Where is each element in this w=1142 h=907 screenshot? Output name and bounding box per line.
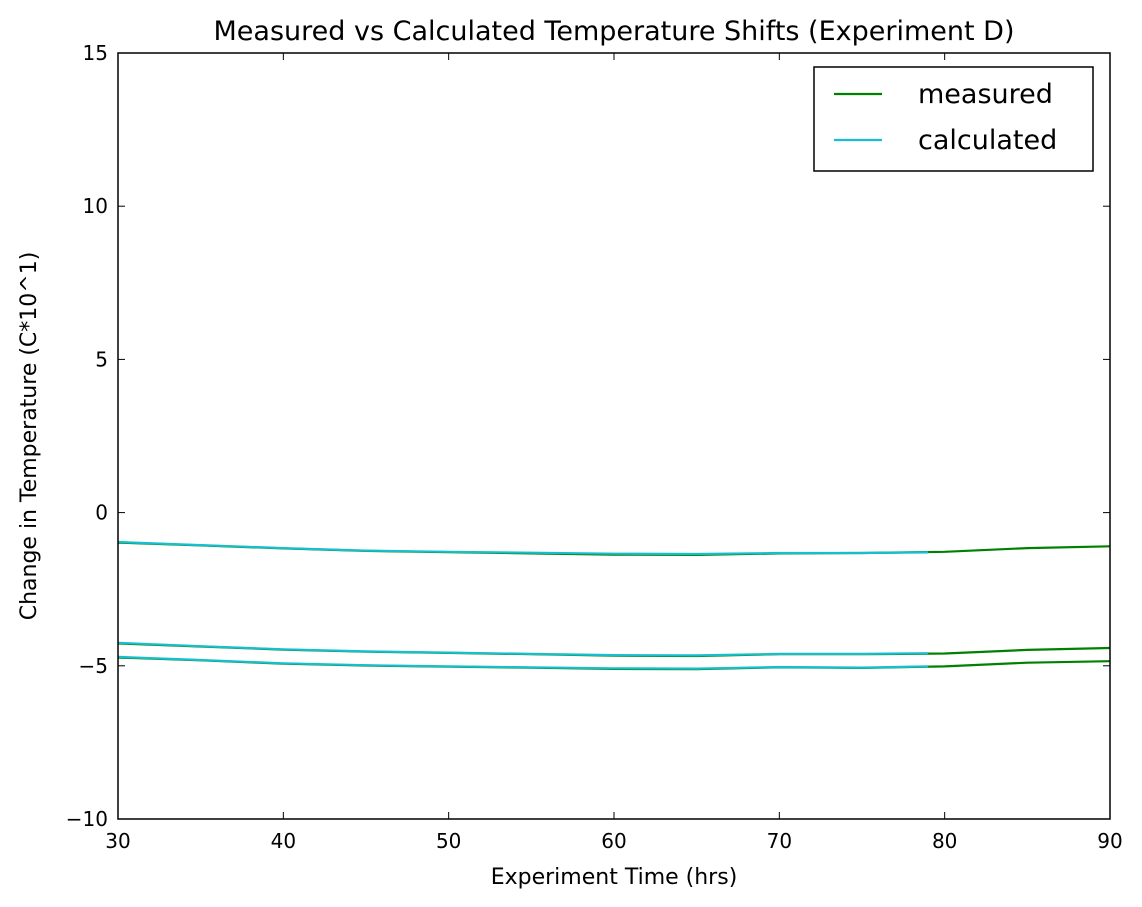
legend-box [813,66,1094,172]
plot-area [117,540,1111,671]
y-tick-label: 0 [95,501,108,525]
x-tick-label: 60 [601,829,626,853]
x-tick-label: 80 [932,829,957,853]
x-tick-label: 70 [767,829,792,853]
x-tick-label: 40 [271,829,296,853]
y-tick-label: 5 [95,347,108,371]
series-calculated-line-2 [117,641,929,657]
x-tick-label: 30 [105,829,130,853]
y-tick-label: 10 [83,194,108,218]
x-tick-label: 90 [1097,829,1122,853]
legend-label-measured: measured [918,79,1053,110]
series-calculated-line-1 [117,540,929,556]
y-axis-title: Change in Temperature (C*10^1) [17,252,42,621]
series-calculated-line-3 [117,655,929,670]
legend: measured calculated [813,66,1094,172]
axis-ticks: 30 40 50 60 70 80 90 −10 −5 0 5 10 15 [66,41,1123,853]
legend-label-calculated: calculated [918,125,1057,156]
y-tick-label: 15 [83,41,108,65]
x-tick-label: 50 [436,829,461,853]
x-axis-title: Experiment Time (hrs) [491,865,738,890]
y-tick-label: −5 [79,654,108,678]
chart-title: Measured vs Calculated Temperature Shift… [214,16,1015,47]
y-tick-label: −10 [66,807,108,831]
